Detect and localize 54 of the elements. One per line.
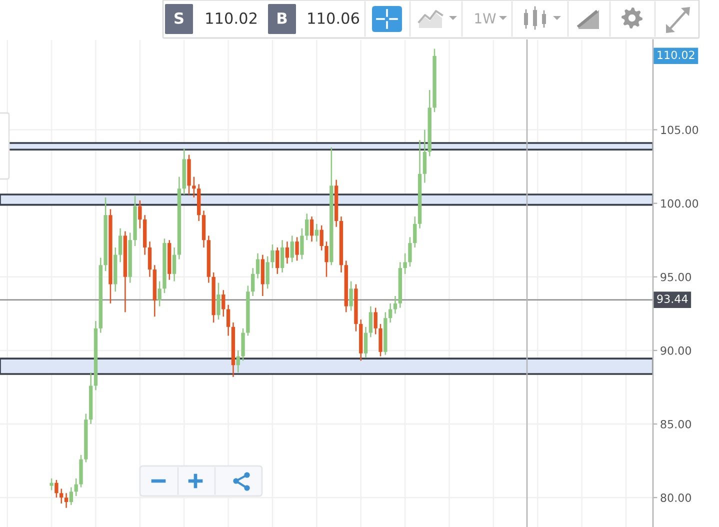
candlestick [138,200,142,229]
candlestick [236,350,240,374]
candlestick [192,176,196,198]
ref-line-label: 93.44 [657,294,688,304]
candlestick [388,302,392,324]
y-tick-label: 85.00 [660,420,692,428]
text: S [174,12,184,24]
candlestick [69,486,74,506]
y-tick-label: 95.00 [660,272,692,282]
candlestick [216,282,220,320]
candlestick [403,252,407,275]
y-tick-label: 90.00 [660,346,692,355]
candlestick [64,492,68,508]
candlestick [349,280,353,312]
candlestick [158,280,162,307]
y-tick-label: 100.00 [661,199,698,208]
candlestick [364,326,368,358]
candlestick [241,328,245,362]
candlestick [60,488,64,504]
text: B [278,12,287,24]
candlestick [285,240,290,264]
candlestick [300,228,304,260]
candlestick [408,236,412,268]
candlestick [305,212,309,241]
candlestick [148,240,152,278]
candlestick [172,246,176,282]
candlestick [324,240,328,278]
candlestick [368,306,373,338]
candlestick [422,129,427,184]
candlestick [270,244,274,269]
candlestick [74,478,78,497]
candlestick [266,256,270,290]
candlestick [276,246,280,275]
candlestick [54,479,58,498]
candlestick [413,216,417,248]
text: 110.06 [308,12,360,24]
y-tick-label: 80.00 [660,494,692,502]
candlestick [374,307,378,335]
candlestick [50,478,54,491]
candlestick [295,236,299,262]
candlestick [226,304,230,336]
candlestick [378,323,382,357]
candlestick [320,224,324,252]
candlestick [251,267,255,297]
y-tick-label: 105.00 [661,126,698,134]
candlestick [118,228,122,263]
text: 1W [475,13,496,24]
candlestick [310,216,314,242]
candlestick [290,235,294,263]
text: 110.02 [206,12,256,24]
candlestick [256,252,260,279]
candlestick [222,289,226,318]
candlestick [280,239,284,274]
text: 110.02 [658,50,694,60]
